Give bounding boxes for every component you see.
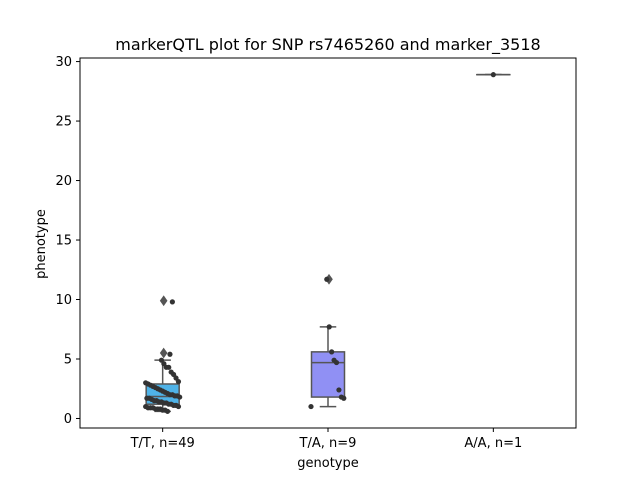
data-point (329, 349, 335, 355)
data-point (177, 394, 183, 400)
y-tick-label: 25 (55, 115, 72, 130)
x-tick-label: T/T, n=49 (130, 436, 195, 451)
y-axis-label: phenotype (34, 209, 49, 279)
y-tick-label: 15 (55, 234, 72, 249)
data-point (169, 299, 175, 305)
data-point (324, 276, 330, 282)
y-tick-label: 10 (55, 293, 72, 308)
data-point (175, 403, 182, 410)
data-point (490, 72, 496, 78)
data-point (336, 387, 342, 393)
y-tick-label: 0 (64, 412, 72, 427)
data-point (166, 364, 172, 370)
plot-area (143, 72, 511, 414)
outlier-marker (159, 347, 168, 359)
y-tick-label: 30 (55, 55, 72, 70)
data-point (333, 359, 340, 366)
data-point (308, 403, 314, 410)
x-tick-label: A/A, n=1 (464, 436, 522, 451)
y-tick-label: 5 (64, 352, 72, 367)
data-point (341, 395, 347, 401)
outlier-marker (159, 295, 168, 307)
data-point (167, 351, 173, 357)
axes: 0 5 10 15 20 25 30 T/T, n=49 T/A, n=9 A/A, n=1 (55, 55, 522, 451)
y-tick-label: 20 (55, 174, 72, 189)
data-point (164, 408, 171, 414)
data-point (326, 324, 332, 330)
x-tick-label: T/A, n=9 (299, 436, 357, 451)
x-axis-label: genotype (297, 456, 358, 471)
data-point (175, 379, 182, 385)
chart-title: markerQTL plot for SNP rs7465260 and mar… (115, 35, 540, 55)
